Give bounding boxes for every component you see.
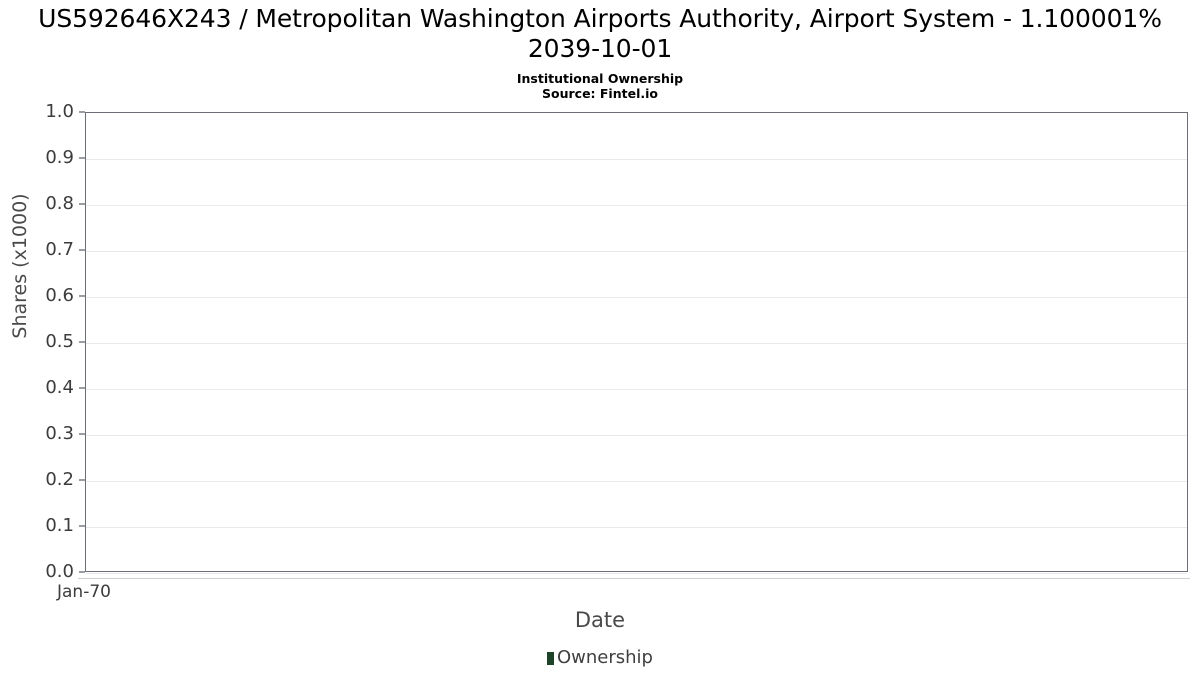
y-axis-tick-mark [79, 571, 85, 573]
y-axis-tick-mark [79, 433, 85, 435]
axis-baseline-shadow [78, 578, 1190, 579]
y-axis-tick-label: 0.5 [45, 331, 74, 352]
y-axis-tick: 0.3 [45, 425, 85, 443]
y-axis-tick: 0.2 [45, 471, 85, 489]
legend-item-ownership[interactable]: Ownership [547, 648, 653, 668]
y-axis-tick: 0.9 [45, 149, 85, 167]
y-axis-tick-label: 1.0 [45, 101, 74, 122]
y-axis-tick: 0.6 [45, 287, 85, 305]
y-axis-tick-label: 0.7 [45, 239, 74, 260]
plot-area [85, 112, 1188, 574]
y-axis-tick-mark [79, 203, 85, 205]
y-axis-tick-mark [79, 525, 85, 527]
chart-subtitle: Institutional Ownership [516, 71, 684, 86]
y-axis-tick-mark [79, 295, 85, 297]
y-axis-tick-mark [79, 479, 85, 481]
gridline [86, 573, 1187, 574]
y-axis-tick: 0.0 [45, 563, 85, 581]
y-axis-tick-mark [79, 157, 85, 159]
y-axis-tick: 1.0 [45, 103, 85, 121]
y-axis-tick-label: 0.9 [45, 147, 74, 168]
y-axis-tick-label: 0.2 [45, 469, 74, 490]
y-axis-tick-label: 0.1 [45, 515, 74, 536]
y-axis-tick-label: 0.3 [45, 423, 74, 444]
y-axis-tick-label: 0.4 [45, 377, 74, 398]
y-axis-ticks: 1.0 0.9 0.8 0.7 0.6 0.5 0.4 0.3 0.2 0.1 0.0 [0, 103, 85, 581]
y-axis-tick-label: 0.6 [45, 285, 74, 306]
y-axis-tick: 0.5 [45, 333, 85, 351]
y-axis-tick-label: 0.8 [45, 193, 74, 214]
chart-title-block: US592646X243 / Metropolitan Washington A… [0, 4, 1200, 101]
y-axis-tick: 0.1 [45, 517, 85, 535]
y-axis-tick-mark [79, 111, 85, 113]
y-axis-tick-label: 0.0 [45, 561, 74, 582]
y-axis-tick-mark [79, 249, 85, 251]
x-axis-tick-label: Jan-70 [57, 582, 111, 602]
chart-legend: Ownership [0, 648, 1200, 668]
y-axis-tick: 0.8 [45, 195, 85, 213]
y-axis-tick: 0.4 [45, 379, 85, 397]
y-axis-tick-mark [79, 341, 85, 343]
y-axis-tick: 0.7 [45, 241, 85, 259]
y-axis-tick-mark [79, 387, 85, 389]
x-axis-title: Date [574, 608, 626, 632]
series-plot-layer [86, 113, 1187, 571]
chart-title: US592646X243 / Metropolitan Washington A… [38, 4, 1162, 63]
chart-source-caption: Source: Fintel.io [542, 86, 658, 101]
legend-swatch-icon [547, 651, 554, 665]
legend-label: Ownership [557, 647, 653, 668]
